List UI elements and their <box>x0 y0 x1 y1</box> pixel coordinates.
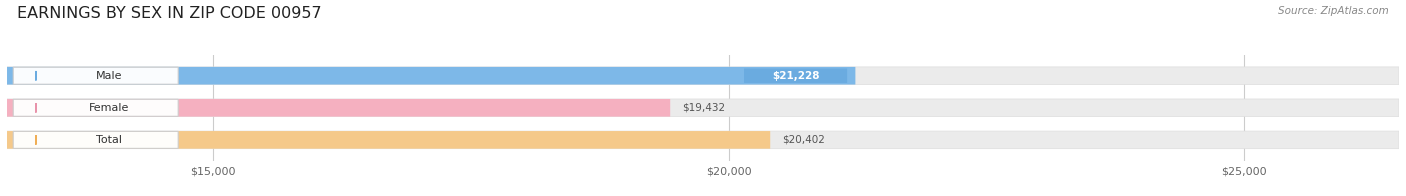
Text: EARNINGS BY SEX IN ZIP CODE 00957: EARNINGS BY SEX IN ZIP CODE 00957 <box>17 6 322 21</box>
FancyBboxPatch shape <box>13 99 179 116</box>
FancyBboxPatch shape <box>7 67 1399 84</box>
Text: $19,432: $19,432 <box>682 103 725 113</box>
Text: $21,228: $21,228 <box>772 71 820 81</box>
Text: Female: Female <box>89 103 129 113</box>
FancyBboxPatch shape <box>7 99 1399 117</box>
FancyBboxPatch shape <box>13 131 179 148</box>
FancyBboxPatch shape <box>7 67 855 84</box>
Text: Male: Male <box>96 71 122 81</box>
Text: Source: ZipAtlas.com: Source: ZipAtlas.com <box>1278 6 1389 16</box>
FancyBboxPatch shape <box>7 131 770 149</box>
FancyBboxPatch shape <box>744 69 848 83</box>
Text: $20,402: $20,402 <box>783 135 825 145</box>
Text: Total: Total <box>96 135 122 145</box>
FancyBboxPatch shape <box>7 131 1399 149</box>
FancyBboxPatch shape <box>7 99 671 117</box>
FancyBboxPatch shape <box>13 67 179 84</box>
